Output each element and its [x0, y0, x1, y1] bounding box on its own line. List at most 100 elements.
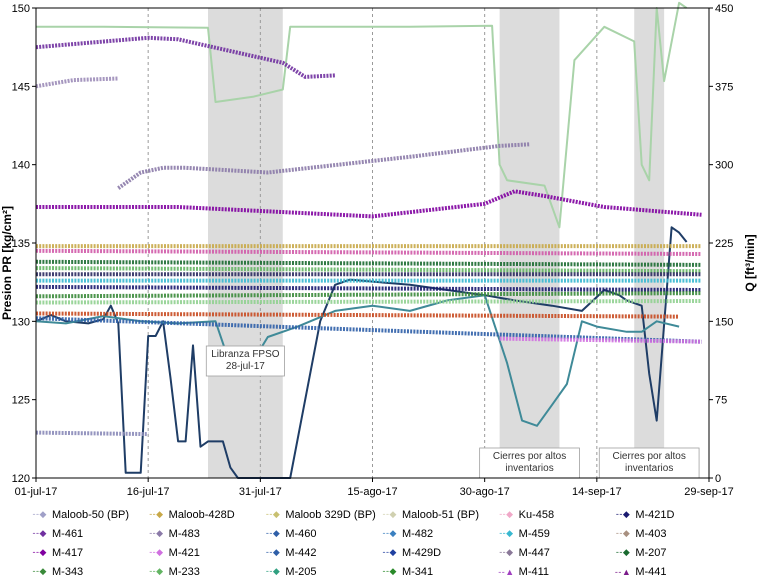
- y-tick-label-left: 135: [12, 238, 30, 250]
- legend-item: - - ◆ M-343: [28, 563, 145, 580]
- y-tick-label-right: 375: [715, 81, 733, 93]
- legend-marker-icon: - - ▲: [614, 566, 631, 577]
- period-label-box: [205, 345, 285, 377]
- shaded-period: [207, 8, 283, 478]
- legend-item: - - ◆ Maloob-51 (BP): [378, 506, 495, 523]
- series-trace: [35, 430, 149, 437]
- legend-marker-icon: - - ◆: [149, 547, 163, 557]
- x-tick-label: 30-ago-17: [460, 486, 510, 498]
- y-tick-label-left: 145: [12, 81, 30, 93]
- legend-marker-icon: - - ◆: [265, 566, 280, 576]
- period-label: Cierres por altos: [493, 451, 566, 462]
- legend-label: M-460: [285, 527, 317, 540]
- series-trace: [35, 248, 702, 256]
- legend-item: - - ◆ M-205: [261, 563, 378, 580]
- legend-item: - - ◆ Maloob 329D (BP): [261, 506, 378, 523]
- legend-marker-icon: - - ◆: [265, 547, 280, 557]
- legend-item: - - ◆ Ku-458: [495, 506, 612, 523]
- y-tick-label-left: 140: [12, 160, 30, 172]
- y-tick-label-right: 225: [715, 238, 733, 250]
- legend-label: M-429D: [401, 546, 442, 559]
- legend-marker-icon: - - ◆: [265, 528, 280, 538]
- legend-label: M-459: [518, 527, 550, 540]
- legend-label: M-233: [168, 565, 200, 578]
- legend-label: M-421: [168, 546, 200, 559]
- series-line: [36, 1, 688, 229]
- legend-label: M-421D: [635, 508, 675, 521]
- legend-marker-icon: - - ◆: [32, 528, 47, 538]
- legend-item: - - ◆ M-461: [28, 525, 145, 542]
- series-trace: [35, 266, 702, 274]
- legend-marker-icon: - - ◆: [499, 528, 513, 538]
- legend-label: Maloob-428D: [168, 508, 235, 521]
- legend-label: M-442: [285, 546, 317, 559]
- legend-marker-icon: - - ◆: [149, 509, 163, 519]
- series-trace: [117, 142, 530, 190]
- legend-item: - - ◆ M-421: [145, 544, 262, 561]
- legend-item: - - ▲ M-441: [611, 563, 728, 580]
- series-trace: [35, 299, 702, 305]
- x-tick-label: 14-sep-17: [572, 486, 622, 498]
- legend-marker-icon: - - ◆: [615, 528, 630, 538]
- y-axis-label-right: Q [ft³/min]: [743, 234, 757, 291]
- series-trace: [35, 284, 702, 292]
- y-tick-label-right: 0: [715, 473, 721, 485]
- legend-item: - - ◆ Maloob-50 (BP): [28, 506, 145, 523]
- y-tick-label-left: 125: [12, 395, 30, 407]
- period-label: Cierres por altos: [612, 451, 685, 462]
- series-trace: [35, 259, 702, 267]
- period-label: Libranza FPSO: [211, 349, 280, 360]
- legend-marker-icon: - - ◆: [382, 528, 397, 538]
- legend-marker-icon: - - ◆: [382, 509, 397, 519]
- y-tick-label-left: 150: [12, 3, 30, 15]
- legend-item: - - ◆ M-429D: [378, 544, 495, 561]
- legend-label: M-205: [285, 565, 317, 578]
- legend-label: M-341: [401, 565, 434, 578]
- series-trace: [36, 189, 702, 219]
- legend-label: Ku-458: [518, 508, 555, 521]
- legend-item: - - ◆ M-341: [378, 563, 495, 580]
- series-trace: [35, 311, 680, 319]
- legend-item: - - ◆ M-233: [145, 563, 262, 580]
- legend-marker-icon: - - ◆: [32, 566, 47, 576]
- legend-item: - - ◆ M-421D: [611, 506, 728, 523]
- legend-item: - - ◆ M-447: [495, 544, 612, 561]
- legend-label: M-207: [635, 546, 667, 559]
- legend-label: M-461: [52, 527, 84, 540]
- y-tick-label-right: 450: [715, 3, 733, 15]
- legend-label: M-447: [518, 546, 550, 559]
- legend-marker-icon: - - ◆: [265, 509, 280, 519]
- legend-item: - - ◆ M-442: [261, 544, 378, 561]
- legend-marker-icon: - - ▲: [498, 566, 514, 577]
- x-tick-label: 29-sep-17: [684, 486, 734, 498]
- period-label: 28-jul-17: [226, 361, 265, 372]
- y-axis-label-left: Presion PR [kg/cm²]: [0, 206, 14, 320]
- legend-item: - - ◆ M-459: [495, 525, 612, 542]
- legend-item: - - ◆ Maloob-428D: [145, 506, 262, 523]
- legend-marker-icon: - - ◆: [615, 547, 630, 557]
- series-trace: [499, 336, 702, 344]
- legend-label: M-441: [635, 565, 667, 578]
- legend-marker-icon: - - ◆: [615, 509, 630, 519]
- shaded-period: [634, 8, 665, 478]
- x-tick-label: 01-jul-17: [15, 486, 58, 498]
- shaded-period: [499, 8, 560, 478]
- legend-label: M-482: [401, 527, 434, 540]
- y-tick-label-right: 75: [715, 395, 727, 407]
- legend-marker-icon: - - ◆: [149, 528, 163, 538]
- series-trace: [35, 76, 119, 89]
- period-label: inventarios: [625, 463, 673, 474]
- legend-item: - - ◆ M-460: [261, 525, 378, 542]
- legend-item: - - ▲ M-411: [495, 563, 612, 580]
- legend-label: M-411: [518, 565, 550, 578]
- period-label-box: [598, 447, 700, 479]
- period-label-box: [479, 447, 580, 479]
- legend-marker-icon: - - ◆: [32, 547, 47, 557]
- legend-marker-icon: - - ◆: [382, 566, 397, 576]
- legend-label: Maloob-51 (BP): [401, 508, 480, 521]
- period-label: inventarios: [505, 463, 553, 474]
- series-trace: [35, 35, 336, 79]
- legend-marker-icon: - - ◆: [499, 547, 513, 557]
